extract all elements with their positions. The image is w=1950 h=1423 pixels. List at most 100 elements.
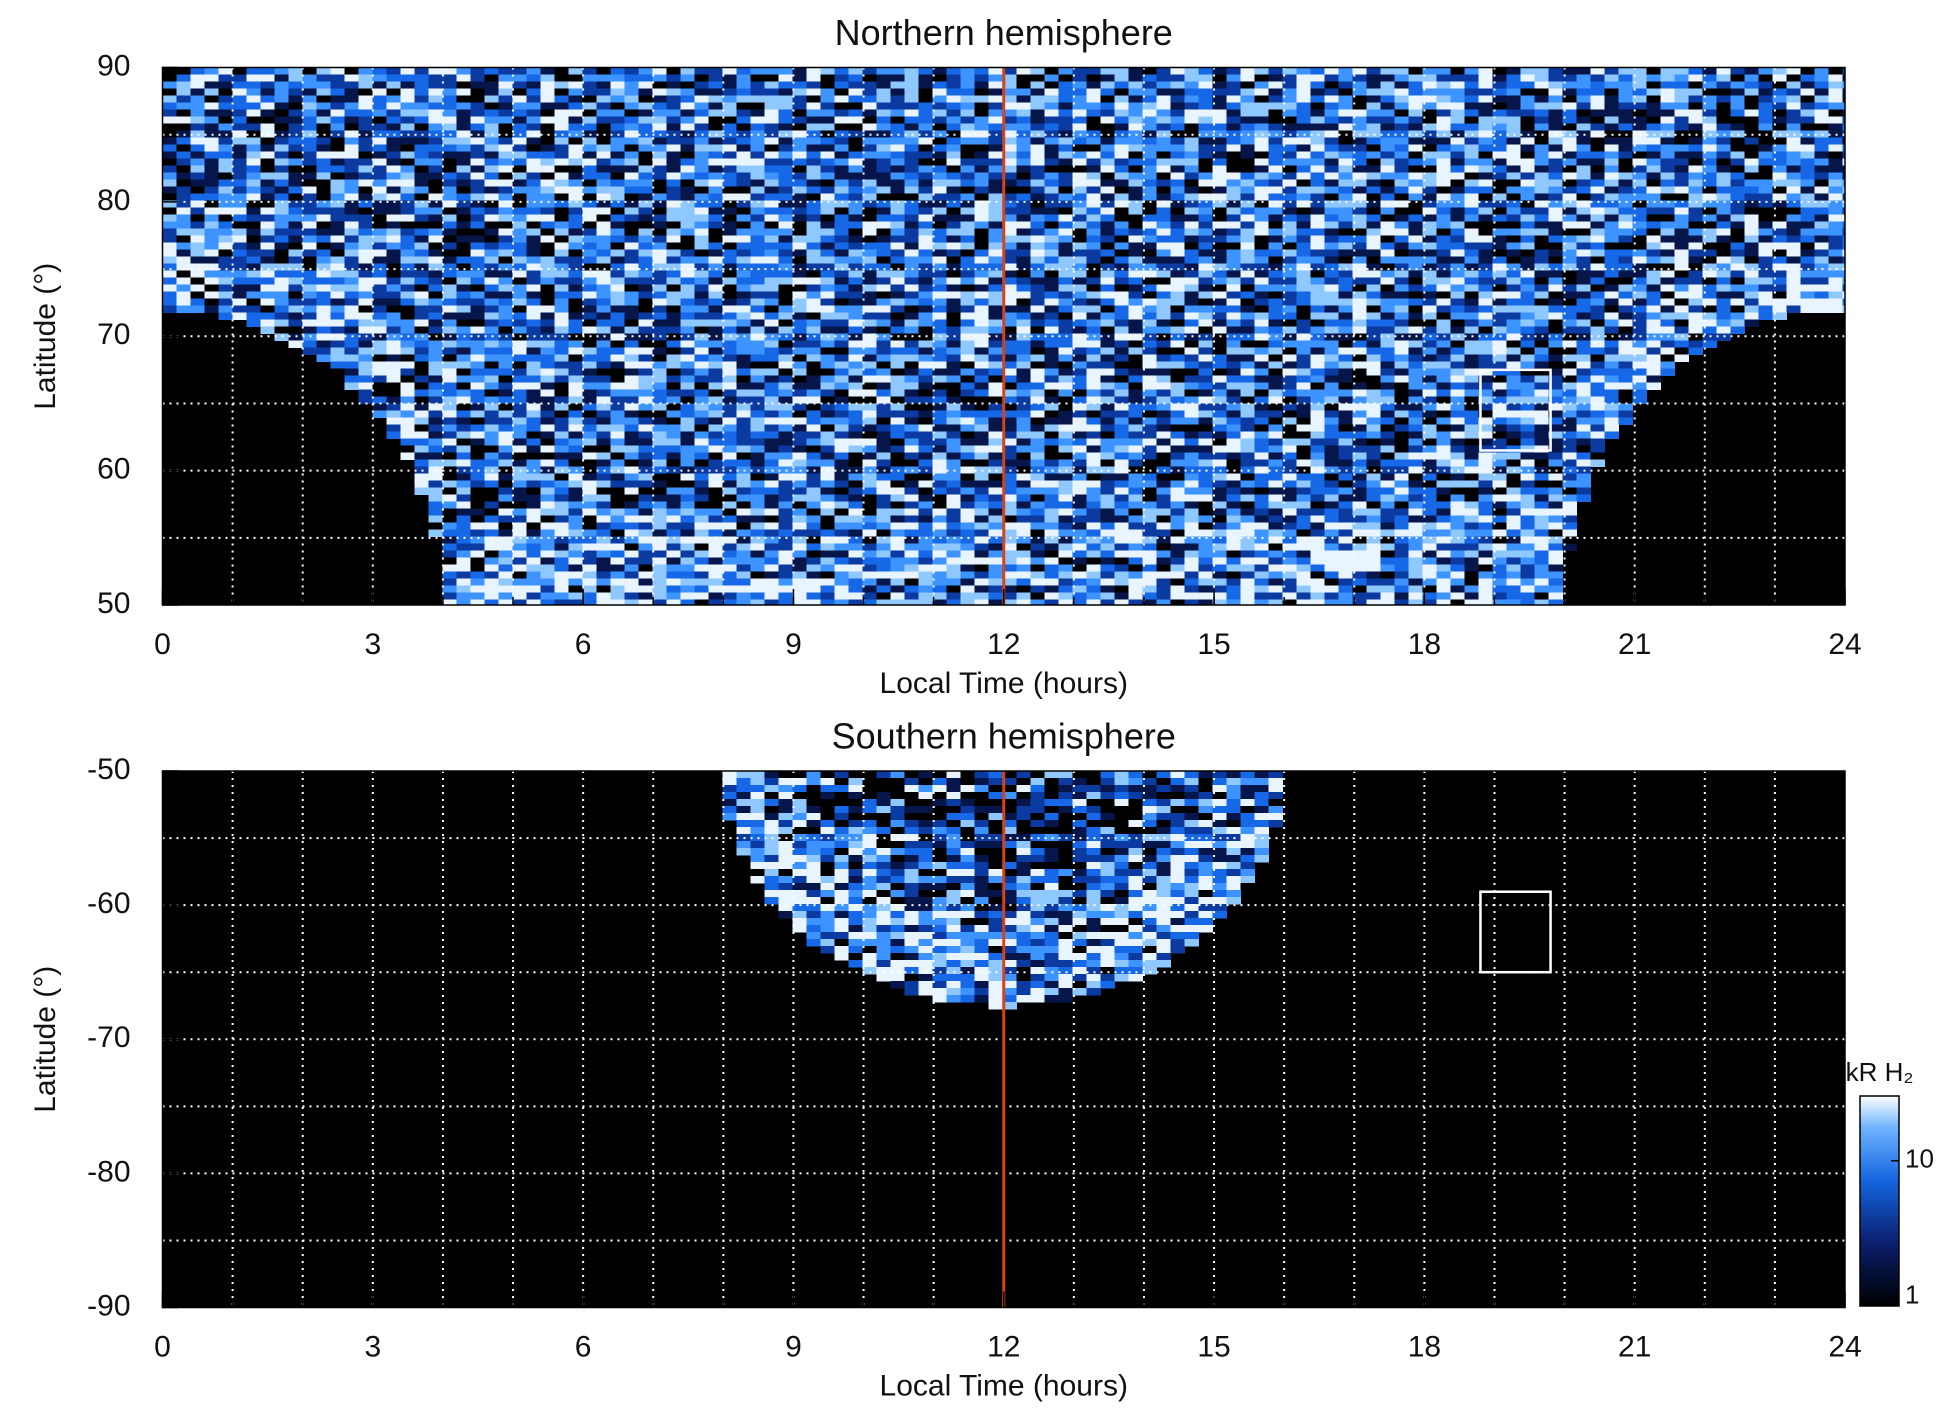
heatmap-cell [1716,158,1731,166]
heatmap-cell [1436,88,1451,96]
heatmap-cell [722,95,737,103]
heatmap-cell [1394,81,1409,89]
heatmap-cell [708,228,723,236]
heatmap-cell [862,319,877,327]
heatmap-cell [568,74,583,82]
heatmap-cell [666,179,681,187]
heatmap-cell [1660,200,1675,208]
heatmap-cell [680,172,695,180]
heatmap-cell [204,172,219,180]
heatmap-cell [428,298,443,306]
heatmap-cell [736,95,751,103]
heatmap-cell [1072,263,1087,271]
heatmap-cell [568,291,583,299]
heatmap-cell [1394,172,1409,180]
heatmap-cell [1212,242,1227,250]
heatmap-cell [890,340,905,348]
heatmap-cell [834,207,849,215]
heatmap-cell [526,298,541,306]
heatmap-cell [428,179,443,187]
heatmap-cell [1086,249,1101,257]
heatmap-cell [764,277,779,285]
heatmap-cell [470,102,485,110]
heatmap-cell [330,319,345,327]
heatmap-cell [918,200,933,208]
heatmap-cell [1184,165,1199,173]
heatmap-cell [218,200,233,208]
heatmap-cell [652,165,667,173]
heatmap-cell [386,221,401,229]
heatmap-cell [1072,123,1087,131]
heatmap-cell [778,277,793,285]
heatmap-cell [1310,67,1325,75]
heatmap-cell [680,186,695,194]
heatmap-cell [414,144,429,152]
heatmap-cell [1240,151,1255,159]
heatmap-cell [554,88,569,96]
heatmap-cell [526,319,541,327]
heatmap-cell [1618,242,1633,250]
heatmap-cell [526,207,541,215]
heatmap-cell [1576,228,1591,236]
heatmap-cell [680,228,695,236]
heatmap-cell [988,200,1003,208]
heatmap-cell [1842,305,1845,313]
heatmap-cell [526,67,541,75]
heatmap-cell [904,235,919,243]
heatmap-cell [596,340,611,348]
heatmap-cell [1128,326,1143,334]
heatmap-cell [1422,242,1437,250]
heatmap-cell [1618,151,1633,159]
heatmap-cell [1198,186,1213,194]
heatmap-cell [1352,116,1367,124]
heatmap-cell [1044,235,1059,243]
heatmap-cell [1646,277,1661,285]
heatmap-cell [1086,319,1101,327]
heatmap-cell [1044,291,1059,299]
heatmap-cell [1758,270,1773,278]
heatmap-cell [1170,186,1185,194]
heatmap-cell [1100,172,1115,180]
heatmap-cell [1282,326,1297,334]
heatmap-cell [484,305,499,313]
heatmap-cell [694,109,709,117]
heatmap-cell [1772,214,1787,222]
heatmap-cell [1044,102,1059,110]
heatmap-cell [358,270,373,278]
heatmap-cell [1562,95,1577,103]
heatmap-cell [414,249,429,257]
heatmap-cell [806,158,821,166]
heatmap-cell [260,284,275,292]
heatmap-cell [834,221,849,229]
heatmap-cell [512,200,527,208]
heatmap-cell [834,235,849,243]
heatmap-cell [1646,340,1661,348]
heatmap-cell [680,165,695,173]
heatmap-cell [1814,207,1829,215]
heatmap-cell [288,263,303,271]
heatmap-cell [638,186,653,194]
heatmap-cell [960,207,975,215]
heatmap-cell [1226,102,1241,110]
heatmap-cell [1030,74,1045,82]
heatmap-cell [988,74,1003,82]
heatmap-cell [1576,158,1591,166]
heatmap-cell [1044,186,1059,194]
heatmap-cell [638,165,653,173]
heatmap-cell [344,277,359,285]
heatmap-cell [484,347,499,355]
heatmap-cell [1828,277,1843,285]
heatmap-cell [610,193,625,201]
heatmap-cell [1142,263,1157,271]
heatmap-cell [1254,158,1269,166]
heatmap-cell [232,109,247,117]
heatmap-cell [1156,200,1171,208]
heatmap-cell [680,312,695,320]
heatmap-cell [1156,298,1171,306]
heatmap-cell [1548,123,1563,131]
heatmap-cell [1030,214,1045,222]
heatmap-cell [1128,109,1143,117]
heatmap-cell [414,361,429,369]
heatmap-cell [470,74,485,82]
heatmap-cell [736,165,751,173]
